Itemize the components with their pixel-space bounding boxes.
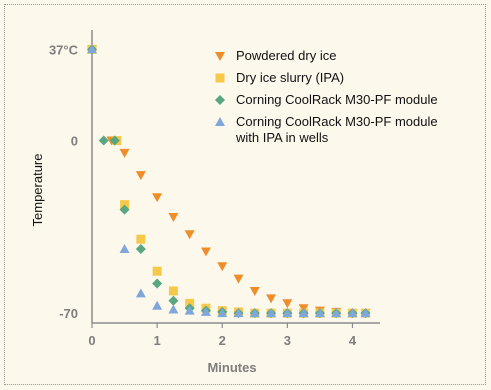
x-axis-title: Minutes (207, 360, 256, 375)
data-point-4 (282, 308, 293, 318)
data-point-4 (314, 308, 325, 318)
legend-label-4: Corning CoolRack M30-PF module (236, 114, 438, 129)
chart-panel (4, 4, 486, 385)
data-point-3 (168, 295, 179, 306)
data-point-1 (233, 274, 244, 284)
data-point-1 (135, 171, 146, 181)
x-tick-label: 3 (284, 333, 291, 348)
y-tick-label: -70 (59, 306, 78, 321)
data-point-4 (249, 308, 260, 318)
y-tick-label: 37°C (49, 42, 79, 57)
data-point-1 (217, 262, 228, 272)
legend-marker-1 (215, 52, 225, 61)
legend-label-1: Powdered dry ice (236, 48, 336, 63)
data-point-4 (217, 308, 228, 318)
x-tick-label: 4 (349, 333, 357, 348)
data-point-4 (119, 244, 130, 254)
data-point-4 (168, 304, 179, 314)
data-point-3 (119, 204, 130, 215)
data-point-1 (266, 294, 277, 304)
data-point-4 (360, 308, 371, 318)
legend-marker-3 (215, 95, 225, 105)
x-tick-label: 0 (88, 333, 95, 348)
data-point-1 (152, 193, 163, 203)
legend-label-3: Corning CoolRack M30-PF module (236, 92, 438, 107)
data-point-4 (135, 288, 146, 298)
data-point-4 (184, 305, 195, 315)
data-point-1 (282, 299, 293, 309)
y-axis-title: Temperature (30, 154, 45, 227)
data-point-3 (109, 135, 120, 146)
data-point-4 (331, 308, 342, 318)
data-point-1 (119, 148, 130, 158)
data-point-2 (152, 266, 162, 276)
legend-marker-2 (215, 73, 225, 83)
legend-marker-4 (215, 117, 225, 126)
legend-label-4: with IPA in wells (235, 130, 329, 145)
legend-label-2: Dry ice slurry (IPA) (236, 70, 344, 85)
x-tick-label: 1 (153, 333, 160, 348)
data-point-1 (184, 230, 195, 240)
data-point-1 (200, 247, 211, 257)
data-point-4 (233, 308, 244, 318)
data-point-1 (249, 286, 260, 296)
y-tick-label: 0 (71, 134, 78, 149)
data-point-4 (266, 308, 277, 318)
data-point-3 (98, 135, 109, 146)
data-point-4 (152, 300, 163, 310)
data-point-2 (136, 234, 146, 244)
data-point-4 (87, 44, 97, 54)
x-tick-label: 2 (219, 333, 226, 348)
data-point-3 (135, 244, 146, 255)
data-point-3 (152, 278, 163, 289)
data-point-1 (168, 212, 179, 222)
data-point-4 (200, 306, 211, 316)
data-point-4 (347, 308, 358, 318)
data-point-2 (168, 286, 178, 296)
data-point-4 (298, 308, 309, 318)
